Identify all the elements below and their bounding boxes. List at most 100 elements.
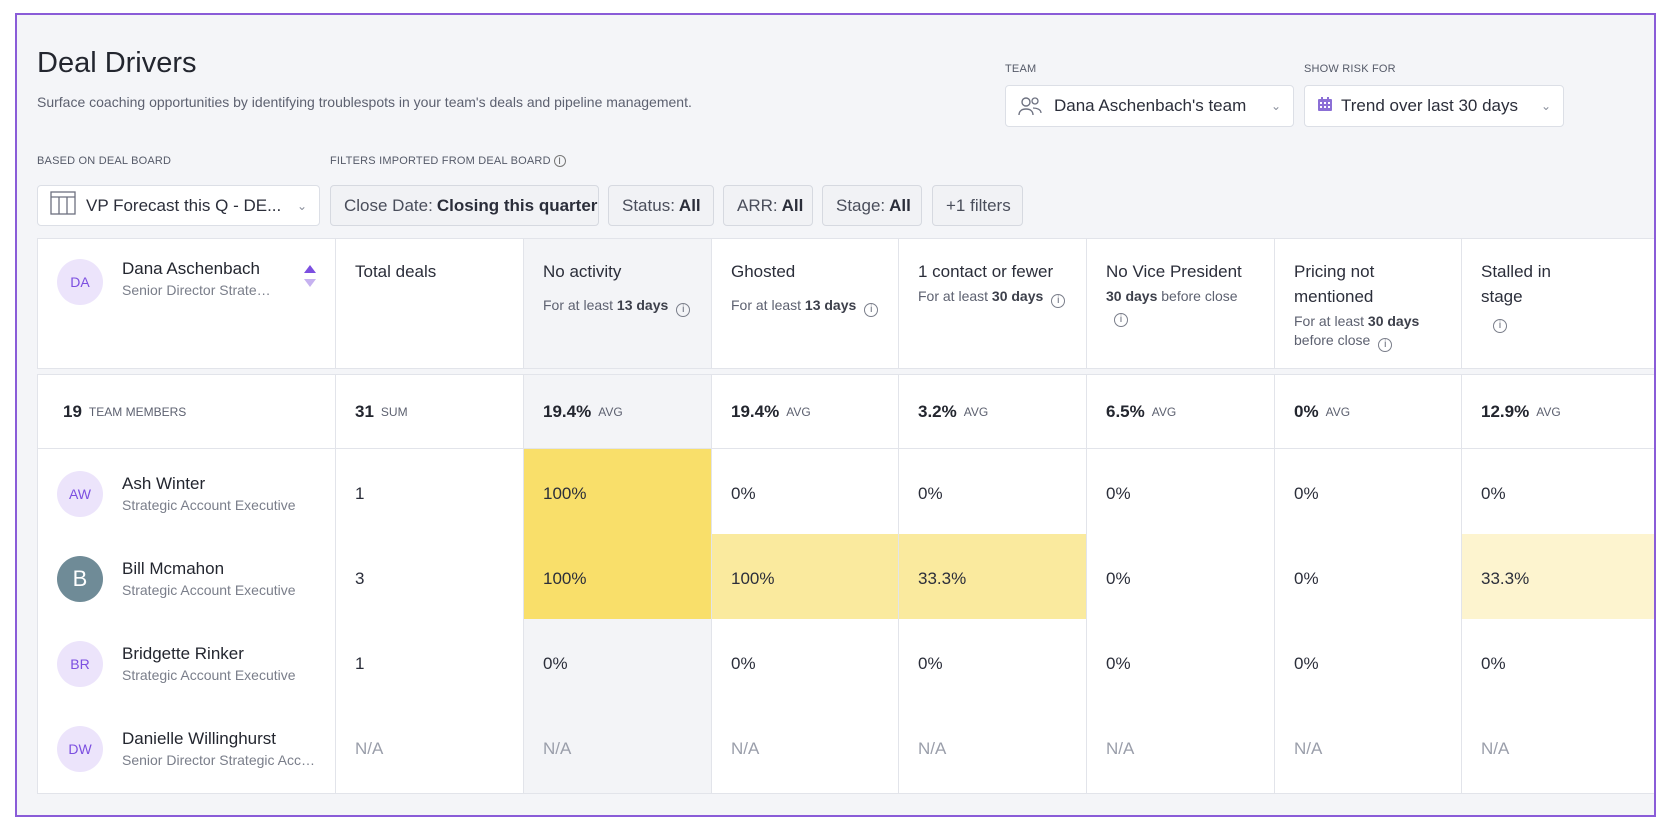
- info-icon[interactable]: i: [553, 155, 566, 168]
- table-row[interactable]: DW Danielle Willinghurst Senior Director …: [37, 704, 1654, 794]
- column-header-no-vp[interactable]: No Vice President 30 days before closei: [1087, 239, 1275, 369]
- risk-label: SHOW RISK FOR: [1304, 63, 1396, 75]
- column-subtitle: For at least 30 days i: [918, 287, 1067, 308]
- filters-label: FILTERS IMPORTED FROM DEAL BOARD i: [330, 155, 566, 168]
- summary-cell: 0% AVG: [1275, 374, 1462, 449]
- filter-chip-stage[interactable]: Stage: All: [822, 185, 922, 226]
- data-cell[interactable]: 1: [336, 619, 524, 709]
- data-cell[interactable]: N/A: [1275, 704, 1462, 794]
- avatar: DA: [57, 259, 103, 305]
- chevron-down-icon: ⌄: [296, 198, 307, 213]
- risk-select-value: Trend over last 30 days: [1341, 96, 1519, 115]
- data-cell[interactable]: N/A: [899, 704, 1087, 794]
- table-row[interactable]: B Bill Mcmahon Strategic Account Executiv…: [37, 534, 1654, 624]
- data-cell[interactable]: 0%: [712, 619, 899, 709]
- data-cell[interactable]: N/A: [1462, 704, 1654, 794]
- column-subtitle: For at least 13 days i: [543, 296, 692, 317]
- filter-chip-arr[interactable]: ARR: All: [723, 185, 813, 226]
- summary-cell: 6.5% AVG: [1087, 374, 1275, 449]
- chevron-down-icon: ⌄: [1540, 99, 1551, 113]
- column-header-pricing[interactable]: Pricing not mentioned For at least 30 da…: [1275, 239, 1462, 369]
- data-cell[interactable]: 0%: [1275, 449, 1462, 539]
- filter-key: Close Date:: [344, 195, 433, 215]
- info-icon[interactable]: i: [1114, 313, 1128, 327]
- column-header-ghosted[interactable]: Ghosted For at least 13 days i: [712, 239, 899, 369]
- column-title: Stalled in stage: [1481, 262, 1551, 306]
- data-cell[interactable]: 0%: [1275, 534, 1462, 624]
- data-cell[interactable]: 33.3%: [1462, 534, 1654, 624]
- data-cell[interactable]: 0%: [1462, 619, 1654, 709]
- info-icon[interactable]: i: [1378, 338, 1393, 352]
- data-cell[interactable]: 0%: [1087, 619, 1275, 709]
- table-row[interactable]: BR Bridgette Rinker Strategic Account Exe…: [37, 619, 1654, 709]
- filter-value: All: [889, 195, 911, 215]
- column-title: Pricing not mentioned: [1294, 262, 1375, 306]
- member-role: Strategic Account Executive: [122, 497, 296, 513]
- data-cell[interactable]: 0%: [899, 619, 1087, 709]
- filter-chip-close-date[interactable]: Close Date: Closing this quarter: [330, 185, 599, 226]
- member-role: Strategic Account Executive: [122, 582, 296, 598]
- data-cell[interactable]: N/A: [712, 704, 899, 794]
- member-name: Bill Mcmahon: [122, 559, 225, 578]
- data-cell[interactable]: N/A: [1087, 704, 1275, 794]
- member-cell[interactable]: B Bill Mcmahon Strategic Account Executiv…: [37, 534, 336, 624]
- data-cell[interactable]: 0%: [1087, 534, 1275, 624]
- filter-key: ARR:: [737, 195, 778, 215]
- data-cell[interactable]: 100%: [524, 534, 712, 624]
- member-name: Bridgette Rinker: [122, 644, 244, 663]
- column-header-stalled[interactable]: Stalled in stage i: [1462, 239, 1654, 369]
- column-subtitle: i: [1481, 312, 1654, 333]
- column-header-one-contact[interactable]: 1 contact or fewer For at least 30 days i: [899, 239, 1087, 369]
- data-cell[interactable]: 0%: [899, 449, 1087, 539]
- summary-cell: 19.4% AVG: [524, 374, 712, 449]
- info-icon[interactable]: i: [1493, 319, 1507, 333]
- summary-cell: 3.2% AVG: [899, 374, 1087, 449]
- column-title: Total deals: [355, 262, 437, 281]
- chevron-down-icon: ⌄: [1270, 99, 1281, 113]
- data-cell[interactable]: 0%: [1087, 449, 1275, 539]
- member-name: Danielle Willinghurst: [122, 729, 277, 748]
- page-title: Deal Drivers: [37, 47, 197, 79]
- owner-name: Dana Aschenbach: [122, 259, 260, 278]
- deal-drivers-panel: Deal Drivers Surface coaching opportunit…: [15, 13, 1656, 817]
- filter-value: Closing this quarter: [436, 195, 598, 215]
- data-cell[interactable]: 1: [336, 449, 524, 539]
- info-icon[interactable]: i: [676, 303, 691, 317]
- member-cell[interactable]: AW Ash Winter Strategic Account Executive: [37, 449, 336, 539]
- member-cell[interactable]: BR Bridgette Rinker Strategic Account Exe…: [37, 619, 336, 709]
- avatar: B: [57, 555, 103, 602]
- data-cell[interactable]: N/A: [524, 704, 712, 794]
- owner-role: Senior Director Strategic Accounts: [122, 282, 277, 298]
- data-cell[interactable]: 0%: [524, 619, 712, 709]
- column-title: Ghosted: [731, 262, 796, 281]
- data-cell[interactable]: 0%: [1275, 619, 1462, 709]
- column-header-total-deals[interactable]: Total deals: [336, 239, 524, 369]
- owner-header-cell[interactable]: DA Dana Aschenbach Senior Director Strat…: [37, 239, 336, 369]
- info-icon[interactable]: i: [1051, 294, 1066, 308]
- member-name: Ash Winter: [122, 474, 206, 493]
- data-cell[interactable]: 0%: [712, 449, 899, 539]
- table-row[interactable]: AW Ash Winter Strategic Account Executive…: [37, 449, 1654, 539]
- team-select[interactable]: Dana Aschenbach's team ⌄: [1005, 85, 1294, 127]
- filter-chip-status[interactable]: Status: All: [608, 185, 714, 226]
- summary-row: 19 TEAM MEMBERS 31 SUM 19.4% AVG 19.4% AVG 3…: [37, 374, 1654, 449]
- team-label: TEAM: [1005, 63, 1037, 75]
- data-cell[interactable]: 33.3%: [899, 534, 1087, 624]
- filter-key: Status:: [622, 195, 675, 215]
- risk-select[interactable]: Trend over last 30 days ⌄: [1304, 85, 1564, 127]
- data-cell[interactable]: N/A: [336, 704, 524, 794]
- member-cell[interactable]: DW Danielle Willinghurst Senior Director …: [37, 704, 336, 794]
- data-cell[interactable]: 100%: [712, 534, 899, 624]
- column-subtitle: For at least 13 days i: [731, 296, 879, 317]
- data-cell[interactable]: 0%: [1462, 449, 1654, 539]
- summary-cell: 31 SUM: [336, 374, 524, 449]
- data-cell[interactable]: 3: [336, 534, 524, 624]
- info-icon[interactable]: i: [864, 303, 879, 317]
- more-filters-button[interactable]: +1 filters: [932, 185, 1023, 226]
- sort-icon[interactable]: [303, 263, 317, 294]
- column-title: No Vice President: [1106, 262, 1242, 281]
- data-cell[interactable]: 100%: [524, 449, 712, 539]
- board-grid-icon: [50, 191, 86, 220]
- column-header-no-activity[interactable]: No activity For at least 13 days i: [524, 239, 712, 369]
- deal-board-select[interactable]: VP Forecast this Q - DE... ⌄: [37, 185, 320, 226]
